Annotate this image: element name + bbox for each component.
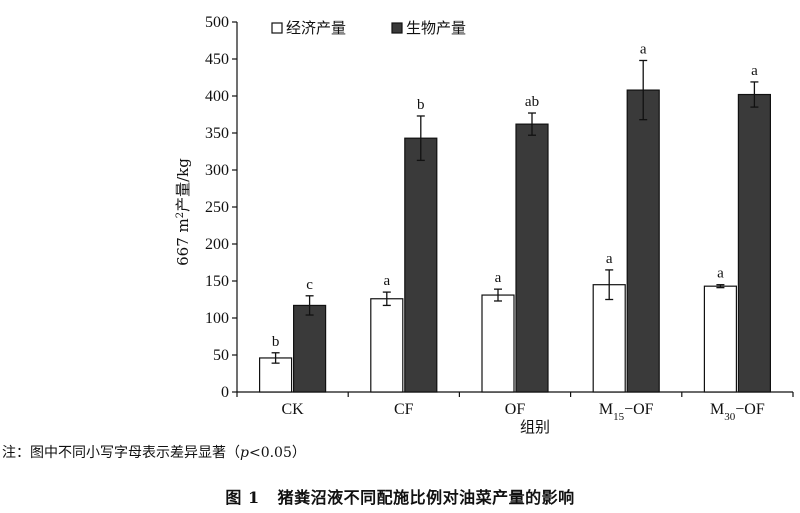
significance-label: a <box>751 63 758 79</box>
legend-label: 经济产量 <box>286 19 346 37</box>
x-tick-label: M30−OF <box>710 401 765 423</box>
significance-label: a <box>383 273 390 289</box>
x-axis-title: 组别 <box>520 418 550 436</box>
y-tick-label: 450 <box>205 51 229 68</box>
axes: 0 50 100 150 200 250 300 350 400 450 500 <box>205 14 794 401</box>
note-p-symbol: p <box>240 445 249 461</box>
figure-caption: 图 1 猪粪沼液不同配施比例对油菜产量的影响 <box>0 484 800 508</box>
legend-label: 生物产量 <box>406 19 466 37</box>
labels: CK CF OF M15−OF M30−OF 组别 667 m2产量/kg b a a a a c b ab… <box>174 41 765 436</box>
x-tick-label: CF <box>394 401 414 418</box>
significance-label: a <box>717 266 724 282</box>
y-tick-label: 100 <box>205 310 229 327</box>
bar-economic-yield <box>592 284 626 393</box>
caption-number: 图 1 <box>225 488 260 507</box>
bars <box>259 89 772 393</box>
bar-biological-yield <box>626 89 660 393</box>
significance-label: a <box>640 41 647 57</box>
y-tick-label: 50 <box>213 347 229 364</box>
bar-biological-yield <box>515 123 549 393</box>
caption-text: 猪粪沼液不同配施比例对油菜产量的影响 <box>277 488 575 507</box>
note-suffix: <0.05） <box>248 445 306 461</box>
significance-label: b <box>417 97 425 113</box>
legend-swatch <box>271 22 283 34</box>
y-tick-label: 0 <box>221 384 229 401</box>
x-tick-label: OF <box>505 401 526 418</box>
x-tick-label: M15−OF <box>599 401 654 423</box>
y-tick-label: 200 <box>205 236 229 253</box>
y-tick-label: 500 <box>205 14 229 31</box>
bar-economic-yield <box>481 294 515 393</box>
bar-biological-yield <box>737 93 772 393</box>
legend-swatch <box>391 22 403 34</box>
y-tick-label: 300 <box>205 162 229 179</box>
significance-label: ab <box>525 94 539 110</box>
y-tick-label: 400 <box>205 88 229 105</box>
significance-label: a <box>495 270 502 286</box>
significance-label: c <box>306 277 313 293</box>
figure-note: 注：图中不同小写字母表示差异显著（p<0.05） <box>2 442 306 462</box>
y-tick-label: 150 <box>205 273 229 290</box>
error-bars <box>271 59 759 364</box>
bar-biological-yield <box>404 137 438 393</box>
bar-economic-yield <box>703 285 738 393</box>
bar-biological-yield <box>293 304 327 393</box>
x-tick-label: CK <box>281 401 304 418</box>
y-tick-label: 250 <box>205 199 229 216</box>
legend: 经济产量 生物产量 <box>271 19 466 37</box>
significance-label: b <box>272 334 280 350</box>
y-axis-title: 667 m2产量/kg <box>174 158 192 266</box>
bar-economic-yield <box>370 298 404 393</box>
significance-label: a <box>606 251 613 267</box>
note-prefix: 注：图中不同小写字母表示差异显著（ <box>2 445 240 461</box>
y-tick-label: 350 <box>205 125 229 142</box>
